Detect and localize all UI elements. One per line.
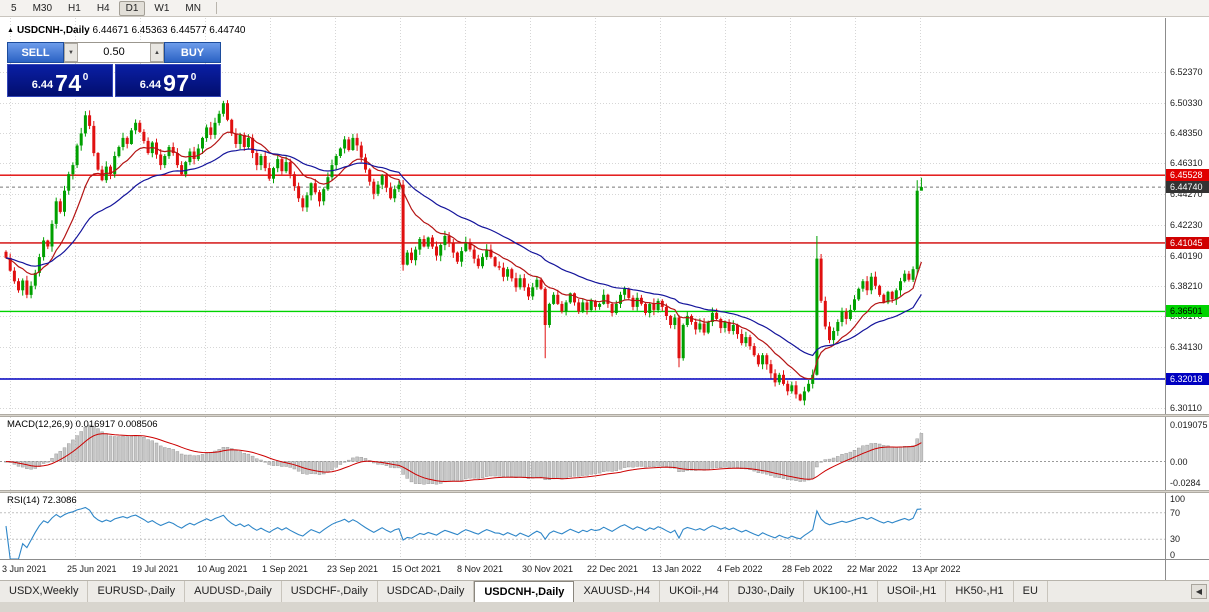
macd-axis-label: 0.019075 [1170, 420, 1208, 430]
volume-input[interactable]: 0.50 [78, 43, 150, 62]
rsi-axis-label: 0 [1170, 550, 1176, 560]
chart-title: ▲ USDCNH-,Daily 6.44671 6.45363 6.44577 6… [7, 25, 245, 36]
pane-splitter[interactable] [0, 490, 1209, 493]
status-strip [0, 602, 1209, 612]
chart-tab[interactable]: EURUSD-,Daily [88, 581, 186, 602]
chart-icon: ▲ [7, 27, 14, 34]
timeframe-toolbar: 5 M30 H1 H4 D1 W1 MN [0, 0, 1209, 17]
one-click-trading-widget: SELL ▼ 0.50 ▲ BUY 6.44 74 0 6.44 97 0 [7, 42, 221, 97]
hline-price-tag: 6.41045 [1166, 236, 1209, 249]
chart-tab[interactable]: USDX,Weekly [0, 581, 89, 602]
date-axis-label: 19 Jul 2021 [132, 564, 179, 574]
timeframe-buttons: 5 M30 H1 H4 D1 W1 MN [3, 0, 209, 16]
rsi-indicator-label: RSI(14) 72.3086 [7, 495, 77, 506]
date-axis-label: 8 Nov 2021 [457, 564, 504, 574]
price-chart-pane[interactable] [0, 18, 1165, 414]
sell-price-big-digits: 74 [55, 70, 82, 96]
date-axis-label: 30 Nov 2021 [522, 564, 574, 574]
buy-price-pipette: 0 [190, 72, 197, 83]
chart-tab-bar: USDX,Weekly EURUSD-,Daily AUDUSD-,Daily USD… [0, 580, 1209, 602]
rsi-axis-label: 70 [1170, 507, 1181, 518]
price-axis: 6.52370 6.50330 6.48350 6.46310 6.44270 6.422… [1165, 18, 1209, 580]
timeframe-button-h1[interactable]: H1 [68, 2, 81, 14]
chart-tab[interactable]: AUDUSD-,Daily [185, 581, 282, 602]
hline-price-tag: 6.45528 [1166, 169, 1209, 182]
price-axis-label: 6.44270 [1170, 189, 1203, 200]
timeframe-button-mn[interactable]: MN [185, 2, 201, 14]
toolbar-separator [215, 2, 217, 14]
rsi-pane[interactable] [0, 493, 1165, 559]
date-axis-divider [0, 559, 1209, 560]
buy-button[interactable]: BUY [164, 42, 221, 63]
price-axis-label: 6.42230 [1170, 219, 1203, 230]
chart-tab[interactable]: USDCHF-,Daily [282, 581, 378, 602]
chart-tab[interactable]: UK100-,H1 [804, 581, 878, 602]
chart-symbol: USDCNH-,Daily [16, 25, 90, 36]
date-axis-label: 28 Feb 2022 [782, 564, 833, 574]
buy-price-display[interactable]: 6.44 97 0 [115, 64, 221, 97]
current-price-tag: 6.44740 [1166, 181, 1209, 194]
price-axis-label: 6.46310 [1170, 158, 1203, 169]
date-axis-label: 3 Jun 2021 [2, 564, 47, 574]
volume-increase-button[interactable]: ▲ [150, 43, 164, 62]
date-axis-label: 23 Sep 2021 [327, 564, 379, 574]
price-axis-label: 6.52370 [1170, 67, 1203, 77]
price-axis-label: 6.38210 [1170, 280, 1203, 291]
buy-price-prefix: 6.44 [139, 79, 162, 91]
chart-tab[interactable]: DJ30-,Daily [729, 581, 805, 602]
timeframe-button-w1[interactable]: W1 [154, 2, 170, 14]
chart-window: 3 Jun 2021 25 Jun 2021 19 Jul 2021 10 Aug 2… [0, 18, 1209, 580]
chart-tab[interactable]: USDCAD-,Daily [378, 581, 475, 602]
date-axis-label: 22 Mar 2022 [847, 564, 898, 574]
chart-tab[interactable]: USOil-,H1 [878, 581, 947, 602]
volume-decrease-button[interactable]: ▼ [64, 43, 78, 62]
macd-indicator-label: MACD(12,26,9) 0.016917 0.008506 [7, 419, 158, 430]
macd-pane[interactable] [0, 417, 1165, 490]
date-axis: 3 Jun 2021 25 Jun 2021 19 Jul 2021 10 Aug 2… [0, 560, 1165, 580]
rsi-axis-label: 30 [1170, 534, 1181, 545]
date-axis-label: 15 Oct 2021 [392, 564, 442, 574]
timeframe-button-h4[interactable]: H4 [96, 2, 110, 14]
volume-control: ▼ 0.50 ▲ [64, 42, 164, 63]
chart-tab[interactable]: UKOil-,H4 [660, 581, 729, 602]
macd-axis-label: 0.00 [1170, 456, 1188, 467]
timeframe-button-m30[interactable]: M30 [32, 2, 53, 14]
date-axis-label: 4 Feb 2022 [717, 564, 763, 574]
chart-tab[interactable]: HK50-,H1 [946, 581, 1014, 602]
date-axis-label: 22 Dec 2021 [587, 564, 639, 574]
sell-price-display[interactable]: 6.44 74 0 [7, 64, 113, 97]
price-axis-label: 6.34130 [1170, 342, 1203, 353]
price-axis-label: 6.50330 [1170, 97, 1203, 108]
hline-price-tag: 6.32018 [1166, 373, 1209, 386]
date-axis-label: 25 Jun 2021 [67, 564, 117, 574]
date-axis-label: 13 Apr 2022 [912, 564, 961, 574]
price-axis-label: 6.30110 [1170, 402, 1202, 413]
sell-price-prefix: 6.44 [31, 79, 54, 91]
timeframe-button-5[interactable]: 5 [11, 2, 17, 14]
rsi-axis-label: 100 [1170, 494, 1186, 504]
date-axis-label: 1 Sep 2021 [262, 564, 309, 574]
sell-button[interactable]: SELL [7, 42, 64, 63]
chart-tab[interactable]: XAUUSD-,H4 [574, 581, 661, 602]
date-axis-label: 10 Aug 2021 [197, 564, 248, 574]
hline-price-tag: 6.36501 [1166, 305, 1209, 318]
macd-axis-label: -0.0284 [1170, 478, 1201, 488]
pane-splitter[interactable] [0, 414, 1209, 417]
price-axis-label: 6.40190 [1170, 250, 1203, 261]
price-axis-label: 6.48350 [1170, 127, 1203, 138]
sell-price-pipette: 0 [82, 72, 89, 83]
chart-tab[interactable]: USDCNH-,Daily [474, 581, 575, 602]
timeframe-button-d1[interactable]: D1 [118, 0, 146, 16]
chart-tab[interactable]: EU [1014, 581, 1048, 602]
tab-scroll-left-button[interactable]: ◀ [1191, 584, 1207, 599]
buy-price-big-digits: 97 [163, 70, 190, 96]
date-axis-label: 13 Jan 2022 [652, 564, 702, 574]
chart-ohlc-values: 6.44671 6.45363 6.44577 6.44740 [92, 25, 246, 36]
